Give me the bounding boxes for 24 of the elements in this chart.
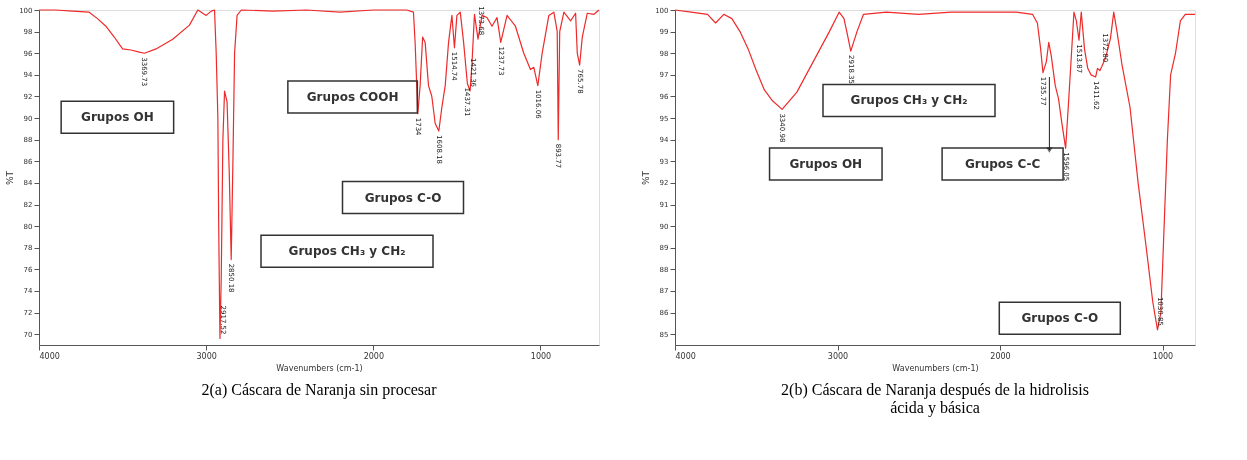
text: 2(b) Cáscara de Naranja después de la hidrolisis ácida y básica [781, 381, 1089, 417]
annotation: Grupos OH [789, 157, 863, 172]
x-tick-label: 4000 [39, 351, 60, 361]
x-axis-title: Wavenumbers (cm-1) [892, 363, 979, 373]
x-tick-label: 1000 [530, 351, 552, 361]
annotation: Grupos CH₃ y CH₂ [850, 93, 968, 108]
y-axis-title: %T [5, 170, 16, 186]
annotation: Grupos COOH [306, 90, 399, 105]
annotation: Grupos C-O [364, 190, 442, 205]
x-tick-label: 3000 [196, 351, 217, 361]
x-tick-label: 2000 [990, 351, 1011, 361]
text: 2(a) Cáscara de Naranja sin procesar [201, 381, 438, 399]
annotation: Grupos OH [81, 110, 154, 125]
line-series [674, 9, 1196, 331]
x-tick-label: 2000 [363, 351, 385, 361]
annotation: Grupos CH₃ y CH₂ [288, 244, 406, 259]
annotation: Grupos C-C [964, 157, 1041, 172]
line-series [38, 9, 600, 340]
annotation: Grupos C-O [1021, 311, 1099, 326]
x-tick-label: 4000 [675, 351, 696, 361]
y-axis-title: %T [641, 170, 652, 186]
x-tick-label: 1000 [1152, 351, 1174, 361]
x-axis-title: Wavenumbers (cm-1) [276, 363, 363, 373]
x-tick-label: 3000 [827, 351, 849, 361]
